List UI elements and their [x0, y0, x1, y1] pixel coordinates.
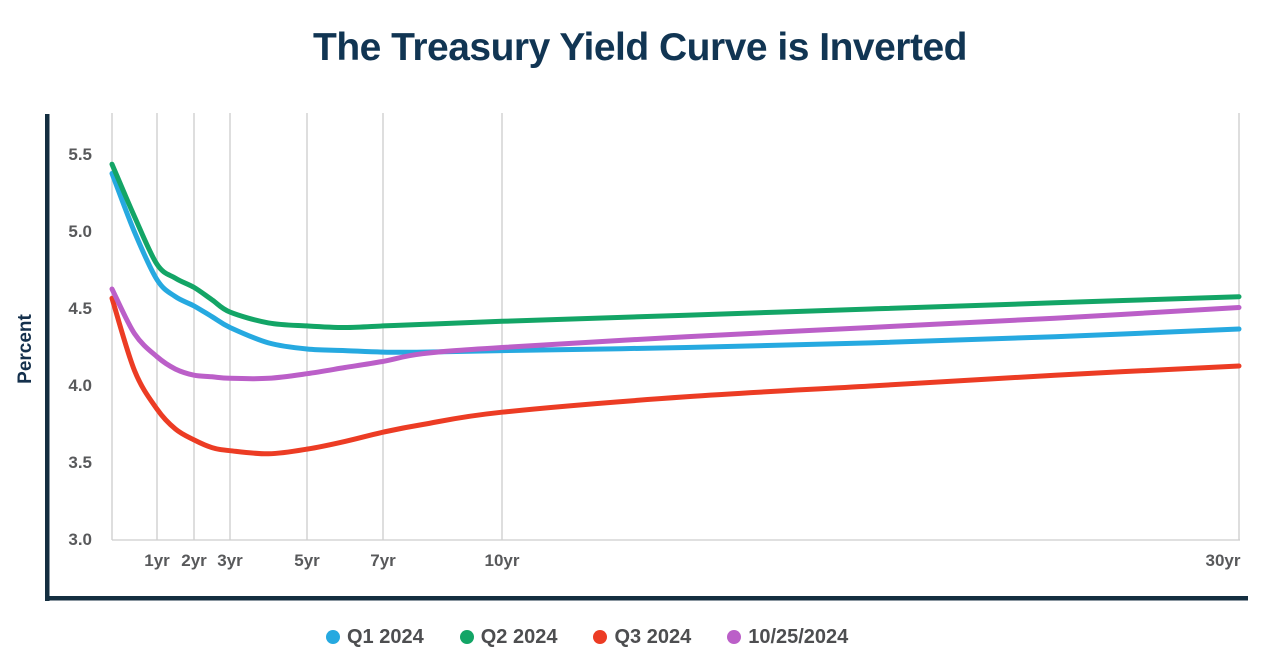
series-line-q3-2024 — [109, 295, 1242, 457]
legend-label: Q2 2024 — [480, 625, 558, 648]
series-line-q2-2024 — [109, 161, 1242, 330]
y-tick-label: 3.0 — [68, 530, 92, 549]
series-line-q1-2024 — [109, 171, 1242, 355]
x-tick-label: 2yr — [181, 551, 207, 570]
x-tick-label: 10yr — [484, 551, 520, 570]
y-tick-label: 5.0 — [68, 222, 92, 241]
legend-swatch-icon — [593, 630, 608, 644]
legend-item-10-25-2024: 10/25/2024 — [727, 626, 848, 649]
series-line-10-25-2024 — [109, 286, 1242, 382]
x-axis-line — [45, 596, 1248, 601]
y-tick-label: 3.5 — [68, 453, 92, 472]
y-axis-line — [45, 114, 50, 601]
x-tick-label: 5yr — [294, 551, 320, 570]
legend-item-q2-2024: Q2 2024 — [459, 625, 558, 649]
legend-label: Q3 2024 — [614, 625, 692, 648]
y-tick-label: 4.5 — [68, 299, 92, 318]
legend: Q1 2024 Q2 2024 Q3 2024 10/25/2024 — [326, 624, 848, 650]
x-tick-label: 30yr — [1205, 551, 1241, 570]
x-tick-label: 3yr — [217, 551, 243, 570]
legend-item-q3-2024: Q3 2024 — [593, 626, 691, 649]
x-tick-label: 1yr — [144, 551, 170, 570]
legend-swatch-icon — [326, 630, 340, 644]
chart-title: The Treasury Yield Curve is Inverted — [313, 26, 967, 69]
legend-swatch-icon — [727, 630, 742, 644]
legend-item-q1-2024: Q1 2024 — [326, 626, 424, 649]
y-tick-label: 5.5 — [68, 145, 92, 164]
x-tick-label: 7yr — [370, 551, 396, 570]
legend-label: 10/25/2024 — [748, 625, 849, 648]
legend-swatch-icon — [459, 630, 474, 644]
y-tick-label: 4.0 — [68, 376, 92, 395]
legend-label: Q1 2024 — [347, 625, 424, 648]
